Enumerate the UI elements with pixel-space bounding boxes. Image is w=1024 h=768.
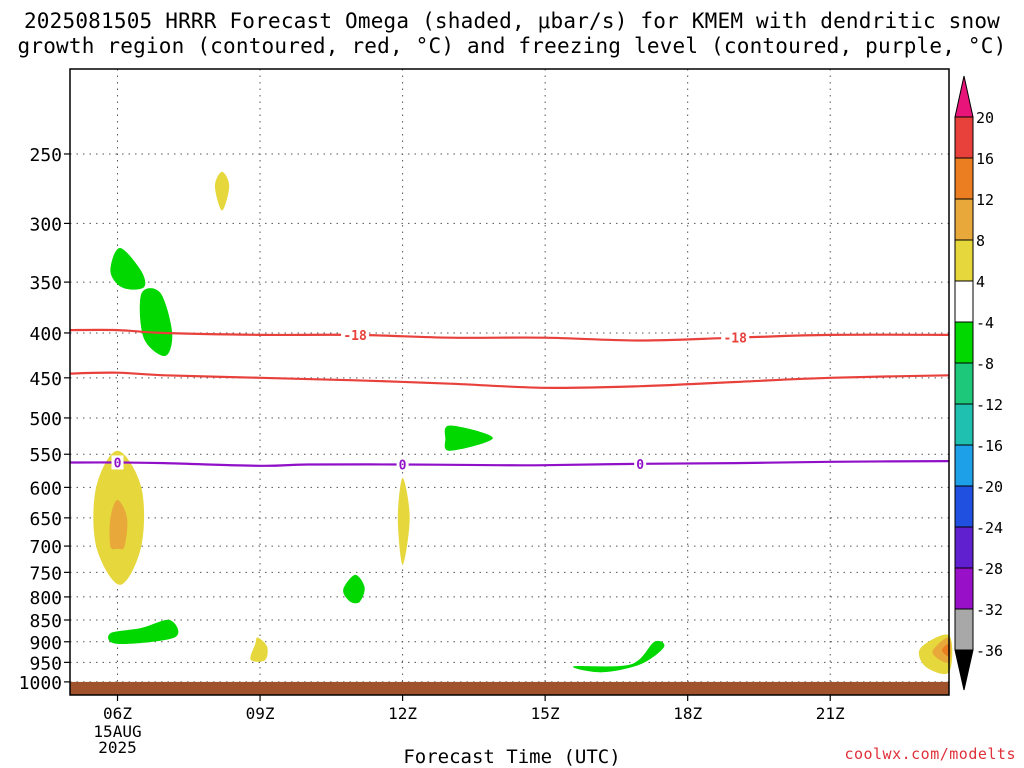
colorbar-label: 12 (976, 191, 994, 209)
y-tick-label: 300 (29, 214, 62, 235)
y-tick-label: 350 (29, 273, 62, 294)
temperature-contours: -18 -18 0 0 0 (69, 327, 950, 473)
colorbar-label: 16 (976, 150, 994, 168)
surface-terrain (70, 681, 949, 695)
x-tick-label: 06Z (103, 704, 132, 723)
colorbar-segment (954, 362, 974, 405)
contour-label-dgz_-18: -18 (723, 332, 747, 347)
colorbar-label: -16 (976, 437, 1003, 455)
contour-dgz_-12 (69, 371, 950, 390)
shaded-omega-regions (93, 171, 953, 675)
y-tick-label: 950 (29, 653, 62, 674)
shaded-region-downward-green (572, 640, 665, 673)
shaded-region-upward-4to4 (214, 171, 230, 211)
x-tick-label: 09Z (246, 704, 275, 723)
shaded-region-upward-8to12 (932, 637, 952, 663)
y-tick-label: 650 (29, 509, 62, 530)
contour-label-bg (396, 457, 409, 472)
colorbar-label: -24 (976, 519, 1003, 537)
shaded-region-downward-green (139, 288, 173, 357)
colorbar-label: -8 (976, 355, 994, 373)
y-tick-label: 600 (29, 478, 62, 499)
x-tick-label: 18Z (673, 704, 702, 723)
x-tick-label: 12Z (388, 704, 417, 723)
colorbar-label: -4 (976, 314, 994, 332)
contour-label-bg (634, 456, 647, 471)
colorbar-label: 8 (976, 232, 985, 250)
y-tick-label: 400 (29, 324, 62, 345)
contour-label-bg (111, 455, 124, 470)
x-tick-sublabel: 2025 (98, 738, 137, 757)
colorbar-label: -32 (976, 601, 1003, 619)
y-tick-label: 500 (29, 409, 62, 430)
colorbar-segment (954, 608, 974, 651)
contour-label-bg (721, 330, 750, 345)
contour-freezing_level_0 (69, 460, 950, 467)
x-tick-label: 21Z (816, 704, 845, 723)
colorbar-segment (954, 157, 974, 200)
colorbar-bottom-arrow (954, 649, 974, 691)
shaded-region-upward-12to16 (941, 643, 950, 657)
y-tick-label: 450 (29, 369, 62, 390)
y-axis: 2503003504004505005506006507007508008509… (19, 145, 70, 694)
surface-ground (70, 681, 949, 695)
grid-lines (70, 69, 949, 695)
colorbar-segment (954, 116, 974, 159)
contour-dgz_-18 (69, 328, 950, 342)
colorbar-segment (954, 280, 974, 323)
colorbar-segment (954, 321, 974, 364)
y-tick-label: 800 (29, 588, 62, 609)
chart-title-line-2: growth region (contoured, red, °C) and f… (17, 34, 1007, 58)
colorbar-label: -20 (976, 478, 1003, 496)
colorbar-segment (954, 526, 974, 569)
colorbar-segment (954, 444, 974, 487)
colorbar-label: 4 (976, 273, 985, 291)
credit-link[interactable]: coolwx.com/modelts (844, 745, 1016, 763)
shaded-region-downward-green (343, 574, 365, 604)
y-tick-label: 750 (29, 563, 62, 584)
x-axis-label: Forecast Time (UTC) (403, 746, 621, 768)
shaded-region-upward-8to12 (109, 499, 128, 550)
y-tick-label: 550 (29, 445, 62, 466)
shaded-region-downward-green (444, 425, 493, 451)
colorbar: 20 16 12 8 4 -4 -8 -12 -16 -20 -24 -28 -32 -36 (954, 75, 1003, 691)
plot-frame (69, 68, 950, 696)
contour-label-bg (341, 327, 370, 342)
y-tick-label: 900 (29, 633, 62, 654)
colorbar-segment (954, 198, 974, 241)
contour-label-dgz_-18: -18 (343, 329, 367, 344)
colorbar-label: -12 (976, 396, 1003, 414)
y-tick-label: 850 (29, 611, 62, 632)
shaded-region-upward-4to8 (397, 477, 410, 565)
shaded-region-downward-green (110, 248, 146, 290)
colorbar-segment (954, 239, 974, 282)
x-tick-sublabel: 15AUG (93, 722, 141, 741)
shaded-region-downward-green (108, 619, 179, 644)
chart-title-line-1: 2025081505 HRRR Forecast Omega (shaded, … (23, 9, 1001, 33)
colorbar-label: 20 (976, 109, 994, 127)
x-tick-label: 15Z (531, 704, 560, 723)
colorbar-segment (954, 485, 974, 528)
shaded-region-upward-4to8 (250, 637, 268, 662)
colorbar-segment (954, 567, 974, 610)
contour-label-freezing_level_0: 0 (114, 456, 122, 471)
colorbar-top-arrow (954, 75, 974, 118)
contour-label-freezing_level_0: 0 (636, 458, 644, 473)
y-tick-label: 1000 (19, 673, 62, 694)
colorbar-label: -28 (976, 560, 1003, 578)
colorbar-segment (954, 403, 974, 446)
contour-label-freezing_level_0: 0 (399, 458, 407, 473)
y-tick-label: 250 (29, 145, 62, 166)
y-tick-label: 700 (29, 537, 62, 558)
colorbar-label: -36 (976, 642, 1003, 660)
